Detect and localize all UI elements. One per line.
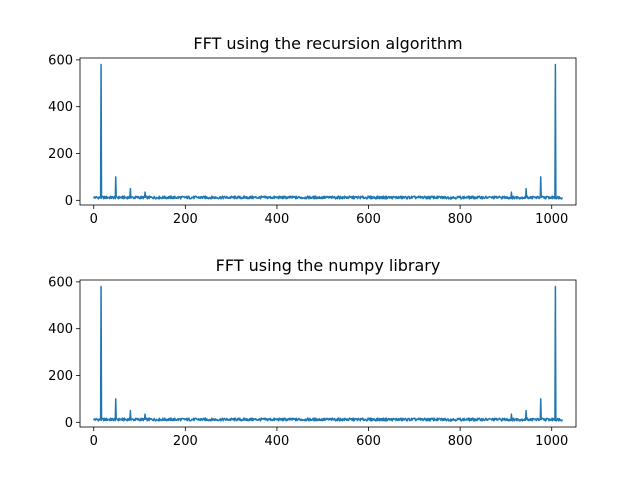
- x-tick-label: 1000: [535, 434, 568, 449]
- y-tick-label: 200: [48, 147, 73, 162]
- x-tick-label: 1000: [535, 212, 568, 227]
- x-tick-label: 800: [448, 212, 473, 227]
- axes-frame: [79, 57, 577, 206]
- x-tick-label: 400: [265, 434, 290, 449]
- axes-frame: [79, 279, 577, 428]
- subplot-recursion: FFT using the recursion algorithm 0 200 40…: [48, 34, 577, 227]
- y-tick-label: 600: [48, 275, 73, 290]
- x-tick-label: 0: [90, 212, 98, 227]
- y-tick-label: 400: [48, 322, 73, 337]
- tick-group: 0 200 400 600 800 1000 0 200 400 600: [48, 53, 568, 227]
- y-tick-label: 0: [65, 194, 73, 209]
- y-tick-label: 200: [48, 369, 73, 384]
- subplot-title: FFT using the recursion algorithm: [193, 34, 462, 53]
- y-tick-label: 0: [65, 416, 73, 431]
- fft-magnitude-line: [93, 285, 563, 422]
- x-tick-label: 200: [173, 434, 198, 449]
- x-tick-label: 200: [173, 212, 198, 227]
- x-tick-label: 0: [90, 434, 98, 449]
- x-tick-label: 600: [356, 212, 381, 227]
- fft-magnitude-line: [93, 63, 563, 200]
- x-tick-label: 800: [448, 434, 473, 449]
- x-tick-label: 400: [265, 212, 290, 227]
- x-tick-label: 600: [356, 434, 381, 449]
- y-tick-label: 600: [48, 53, 73, 68]
- subplot-numpy: FFT using the numpy library 0 200 400 600 80…: [48, 256, 577, 449]
- subplot-title: FFT using the numpy library: [216, 256, 441, 275]
- tick-group: 0 200 400 600 800 1000 0 200 400 600: [48, 275, 568, 449]
- y-tick-label: 400: [48, 100, 73, 115]
